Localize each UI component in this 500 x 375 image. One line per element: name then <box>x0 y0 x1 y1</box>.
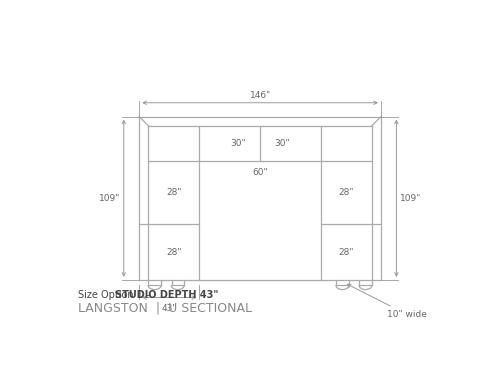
Text: LANGSTON  |  U SECTIONAL: LANGSTON | U SECTIONAL <box>78 301 252 314</box>
Text: STUDIO DEPTH 43": STUDIO DEPTH 43" <box>116 290 218 300</box>
Text: 10" wide: 10" wide <box>348 284 427 319</box>
Text: 146": 146" <box>250 91 270 100</box>
Text: 28": 28" <box>338 188 354 197</box>
Text: 28": 28" <box>166 188 182 197</box>
Text: 30": 30" <box>230 139 246 148</box>
Text: 30": 30" <box>274 139 289 148</box>
Text: 43": 43" <box>162 304 177 313</box>
Text: 60": 60" <box>252 168 268 177</box>
Text: Size Option 1 -: Size Option 1 - <box>78 290 152 300</box>
Text: 109": 109" <box>400 194 421 203</box>
Text: 28": 28" <box>166 248 182 256</box>
Text: 28": 28" <box>338 248 354 256</box>
Text: 109": 109" <box>98 194 120 203</box>
